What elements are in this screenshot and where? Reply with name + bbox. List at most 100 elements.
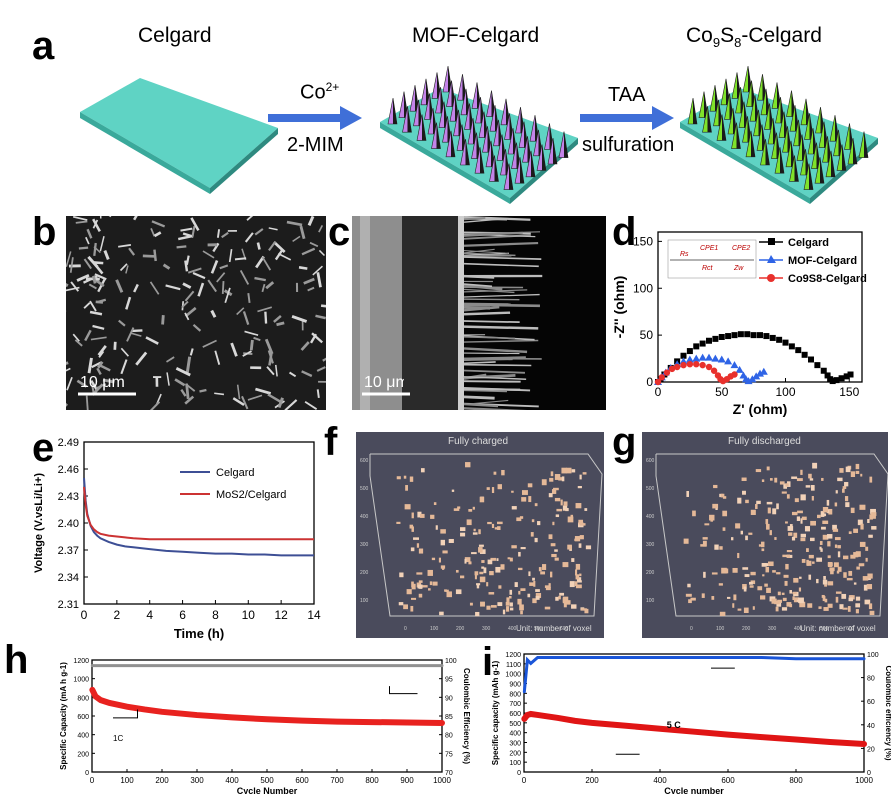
voxel bbox=[520, 588, 526, 592]
axis-tick-label: 500 bbox=[534, 626, 543, 632]
voxel bbox=[538, 567, 542, 572]
nanorod bbox=[119, 263, 128, 272]
nanowall-shadow bbox=[436, 122, 441, 149]
y-tick-label: 2.34 bbox=[58, 572, 79, 584]
nanowall-shadow bbox=[842, 144, 846, 171]
axis-tick-label: 500 bbox=[646, 486, 655, 492]
nanorod bbox=[274, 249, 283, 261]
voxel bbox=[562, 505, 568, 511]
legend-label: Celgard bbox=[788, 237, 829, 249]
nanorod bbox=[181, 300, 189, 308]
x-tick-label: 300 bbox=[190, 776, 204, 785]
voxel bbox=[742, 567, 749, 570]
voxel bbox=[767, 507, 771, 514]
x-tick-label: 100 bbox=[775, 385, 795, 399]
voxel bbox=[860, 473, 863, 477]
nanowall-shadow bbox=[849, 123, 854, 150]
axis-tick-label: 500 bbox=[360, 486, 369, 492]
y-tick-label: 150 bbox=[633, 234, 653, 248]
x-tick-label: 6 bbox=[179, 608, 186, 622]
voxel bbox=[420, 468, 425, 473]
voxel bbox=[783, 483, 788, 489]
voxel bbox=[867, 519, 870, 524]
nanorod bbox=[274, 364, 278, 377]
voxel bbox=[555, 514, 560, 518]
nanorod bbox=[95, 300, 104, 304]
axis-tick-label: 200 bbox=[742, 626, 751, 632]
voxel bbox=[839, 468, 844, 473]
nanorod bbox=[277, 252, 292, 261]
nanorod bbox=[189, 348, 194, 356]
voxel bbox=[419, 584, 423, 589]
voxel bbox=[721, 567, 727, 574]
mof-point bbox=[698, 353, 707, 361]
voxel bbox=[828, 508, 833, 515]
voxel bbox=[792, 591, 797, 595]
voxel bbox=[781, 607, 788, 611]
voxel bbox=[786, 550, 793, 553]
voxel bbox=[769, 478, 773, 481]
voxel bbox=[786, 481, 791, 487]
panel-f-label: f bbox=[324, 420, 338, 464]
nanorod bbox=[176, 245, 187, 249]
voxel bbox=[842, 555, 849, 560]
x-tick-label: 0 bbox=[655, 385, 662, 399]
nanowall-shadow bbox=[549, 123, 554, 150]
voxel bbox=[769, 530, 772, 536]
nanowall-shadow bbox=[736, 122, 741, 149]
voxel bbox=[757, 586, 763, 591]
nanorod bbox=[315, 314, 326, 320]
voxel bbox=[430, 514, 435, 519]
nanorod bbox=[91, 361, 102, 369]
voxel bbox=[465, 462, 471, 468]
nanorod bbox=[202, 250, 215, 259]
voxel bbox=[869, 610, 875, 616]
voxel bbox=[859, 504, 866, 510]
nanorod bbox=[92, 324, 105, 330]
nanorod bbox=[161, 315, 165, 325]
nanorod bbox=[133, 283, 139, 293]
legend-label: Celgard bbox=[216, 467, 255, 479]
y-tick-label: 1200 bbox=[505, 652, 521, 659]
voxel bbox=[844, 496, 849, 502]
voxel bbox=[722, 510, 728, 517]
voxel bbox=[788, 532, 793, 536]
arrow-2 bbox=[580, 106, 674, 130]
axis-tick-label: 100 bbox=[430, 626, 439, 632]
voxel bbox=[762, 574, 765, 577]
nanorod bbox=[463, 311, 511, 316]
voxel bbox=[850, 507, 855, 514]
nanorod bbox=[180, 227, 193, 232]
nanorod bbox=[301, 370, 313, 378]
voxel bbox=[732, 567, 738, 573]
nanorod bbox=[75, 220, 88, 224]
nanorod bbox=[191, 225, 196, 238]
y-tick-label: 2.43 bbox=[58, 491, 79, 503]
voxel bbox=[565, 508, 569, 512]
celgard-point bbox=[833, 377, 840, 384]
nanowall-shadow bbox=[422, 114, 426, 141]
y-tick-label: 1200 bbox=[73, 658, 89, 665]
y-tick-label: 500 bbox=[509, 721, 521, 728]
ce-arrow bbox=[389, 686, 418, 695]
voxel bbox=[870, 513, 876, 519]
voxel bbox=[764, 583, 768, 587]
voxel bbox=[692, 510, 696, 517]
nanowall-shadow bbox=[509, 163, 513, 190]
nanorod bbox=[463, 387, 521, 391]
plot-frame bbox=[523, 653, 865, 773]
y2-tick-label: 90 bbox=[445, 695, 453, 702]
nanorod bbox=[66, 282, 69, 288]
nanorod bbox=[192, 271, 206, 280]
x-tick-label: 500 bbox=[260, 776, 274, 785]
voxel bbox=[488, 592, 495, 595]
voxel bbox=[550, 543, 556, 547]
cos-point bbox=[654, 378, 662, 386]
celgard-point bbox=[843, 373, 850, 380]
voxel bbox=[551, 489, 557, 494]
voxel bbox=[766, 501, 773, 505]
voxel bbox=[776, 572, 781, 575]
nanorod bbox=[463, 274, 495, 279]
nanorod bbox=[463, 289, 528, 293]
axis-tick-label: 600 bbox=[560, 626, 569, 632]
